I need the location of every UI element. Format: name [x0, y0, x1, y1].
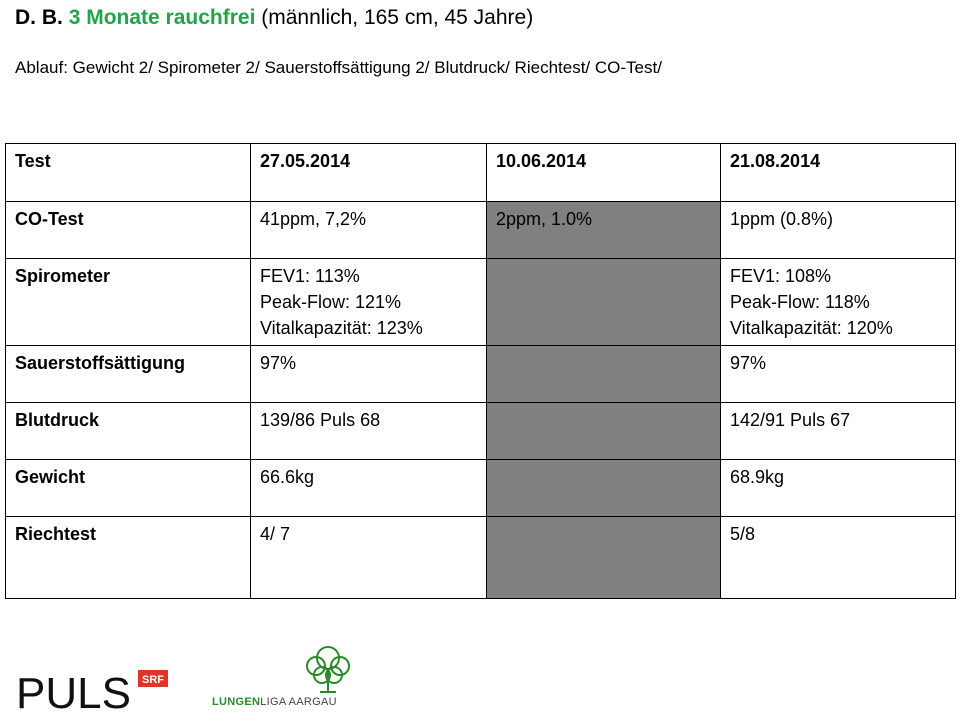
table-cell [486, 258, 721, 346]
patient-initials: D. B. [15, 6, 63, 29]
cell-value: Vitalkapazität: 123% [260, 318, 423, 338]
table-cell [486, 516, 721, 599]
row-label-co-test: CO-Test [5, 201, 251, 259]
puls-logo-graphic: PULS SRF [16, 669, 168, 718]
table-cell [486, 402, 721, 460]
cell-value: Peak-Flow: 118% [730, 292, 870, 312]
table-cell: 2ppm, 1.0% [486, 201, 721, 259]
table-cell: 97% [250, 345, 487, 403]
table-cell: FEV1: 108% Peak-Flow: 118% Vitalkapazität:… [720, 258, 956, 346]
lungenliga-logo: LUNGENLIGA AARGAU [210, 640, 370, 720]
row-label-spirometer: Spirometer [5, 258, 251, 346]
table-cell: 97% [720, 345, 956, 403]
srf-badge-text: SRF [142, 674, 164, 686]
cell-value: 41ppm, 7,2% [260, 209, 367, 229]
lungenliga-text-rest: LIGA AARGAU [260, 696, 337, 708]
table-cell: 68.9kg [720, 459, 956, 517]
header-date-3: 21.08.2014 [720, 143, 956, 202]
document-title: D. B. 3 Monate rauchfrei (männlich, 165 … [15, 6, 533, 30]
cell-value: 97% [260, 353, 297, 373]
cell-value: 142/91 Puls 67 [730, 410, 851, 430]
table-cell [486, 459, 721, 517]
cell-value: Vitalkapazität: 120% [730, 318, 893, 338]
cell-value: 2ppm, 1.0% [496, 209, 593, 229]
table-cell [486, 345, 721, 403]
row-label-sauerstoffs-ttigung: Sauerstoffsättigung [5, 345, 251, 403]
table-cell: 4/ 7 [250, 516, 487, 599]
header-date-2: 10.06.2014 [486, 143, 721, 202]
header-test: Test [5, 143, 251, 202]
row-label-gewicht: Gewicht [5, 459, 251, 517]
table-cell: 139/86 Puls 68 [250, 402, 487, 460]
row-label-riechtest: Riechtest [5, 516, 251, 599]
table-cell: 5/8 [720, 516, 956, 599]
table-row: Sauerstoffsättigung 97% 97% [5, 345, 956, 403]
puls-logo-text: PULS [16, 670, 131, 714]
cell-value: FEV1: 113% [260, 266, 360, 286]
cell-value: 139/86 Puls 68 [260, 410, 381, 430]
srf-badge [138, 670, 168, 687]
table-row: Riechtest 4/ 7 5/8 [5, 516, 956, 599]
table-row: Blutdruck 139/86 Puls 68 142/91 Puls 67 [5, 402, 956, 460]
test-sequence: Ablauf: Gewicht 2/ Spirometer 2/ Sauerst… [15, 58, 662, 77]
cell-value: FEV1: 108% [730, 266, 832, 286]
results-table: Test 27.05.2014 10.06.2014 21.08.2014 CO… [5, 143, 956, 599]
title-highlight: 3 Monate rauchfrei [68, 6, 256, 29]
header-date-1: 27.05.2014 [250, 143, 487, 202]
table-cell: FEV1: 113% Peak-Flow: 121% Vitalkapazität:… [250, 258, 487, 346]
cell-value: 4/ 7 [260, 524, 291, 544]
table-cell: 1ppm (0.8%) [720, 201, 956, 259]
tree-icon [306, 646, 350, 693]
footer-logos: PULS SRF LUNGENLIGA AARGAU [0, 640, 420, 720]
puls-srf-logo: PULS SRF [16, 669, 176, 719]
table-row: Spirometer FEV1: 113% Peak-Flow: 121% Vital… [5, 258, 956, 346]
patient-details: (männlich, 165 cm, 45 Jahre) [261, 6, 534, 29]
table-cell: 41ppm, 7,2% [250, 201, 487, 259]
table-cell: 142/91 Puls 67 [720, 402, 956, 460]
cell-value: 66.6kg [260, 467, 315, 487]
cell-value: 68.9kg [730, 467, 785, 487]
table-row: CO-Test 41ppm, 7,2% 2ppm, 1.0% 1ppm (0.8%) [5, 201, 956, 259]
lungenliga-text-bold: LUNGEN [212, 696, 261, 708]
cell-value: 1ppm (0.8%) [730, 209, 834, 229]
cell-value: 5/8 [730, 524, 756, 544]
cell-value: 97% [730, 353, 767, 373]
row-label-blutdruck: Blutdruck [5, 402, 251, 460]
header-row: Test 27.05.2014 10.06.2014 21.08.2014 [5, 143, 956, 202]
table-cell: 66.6kg [250, 459, 487, 517]
lungenliga-text: LUNGENLIGA AARGAU [212, 696, 337, 708]
table-row: Gewicht 66.6kg 68.9kg [5, 459, 956, 517]
cell-value: Peak-Flow: 121% [260, 292, 402, 312]
